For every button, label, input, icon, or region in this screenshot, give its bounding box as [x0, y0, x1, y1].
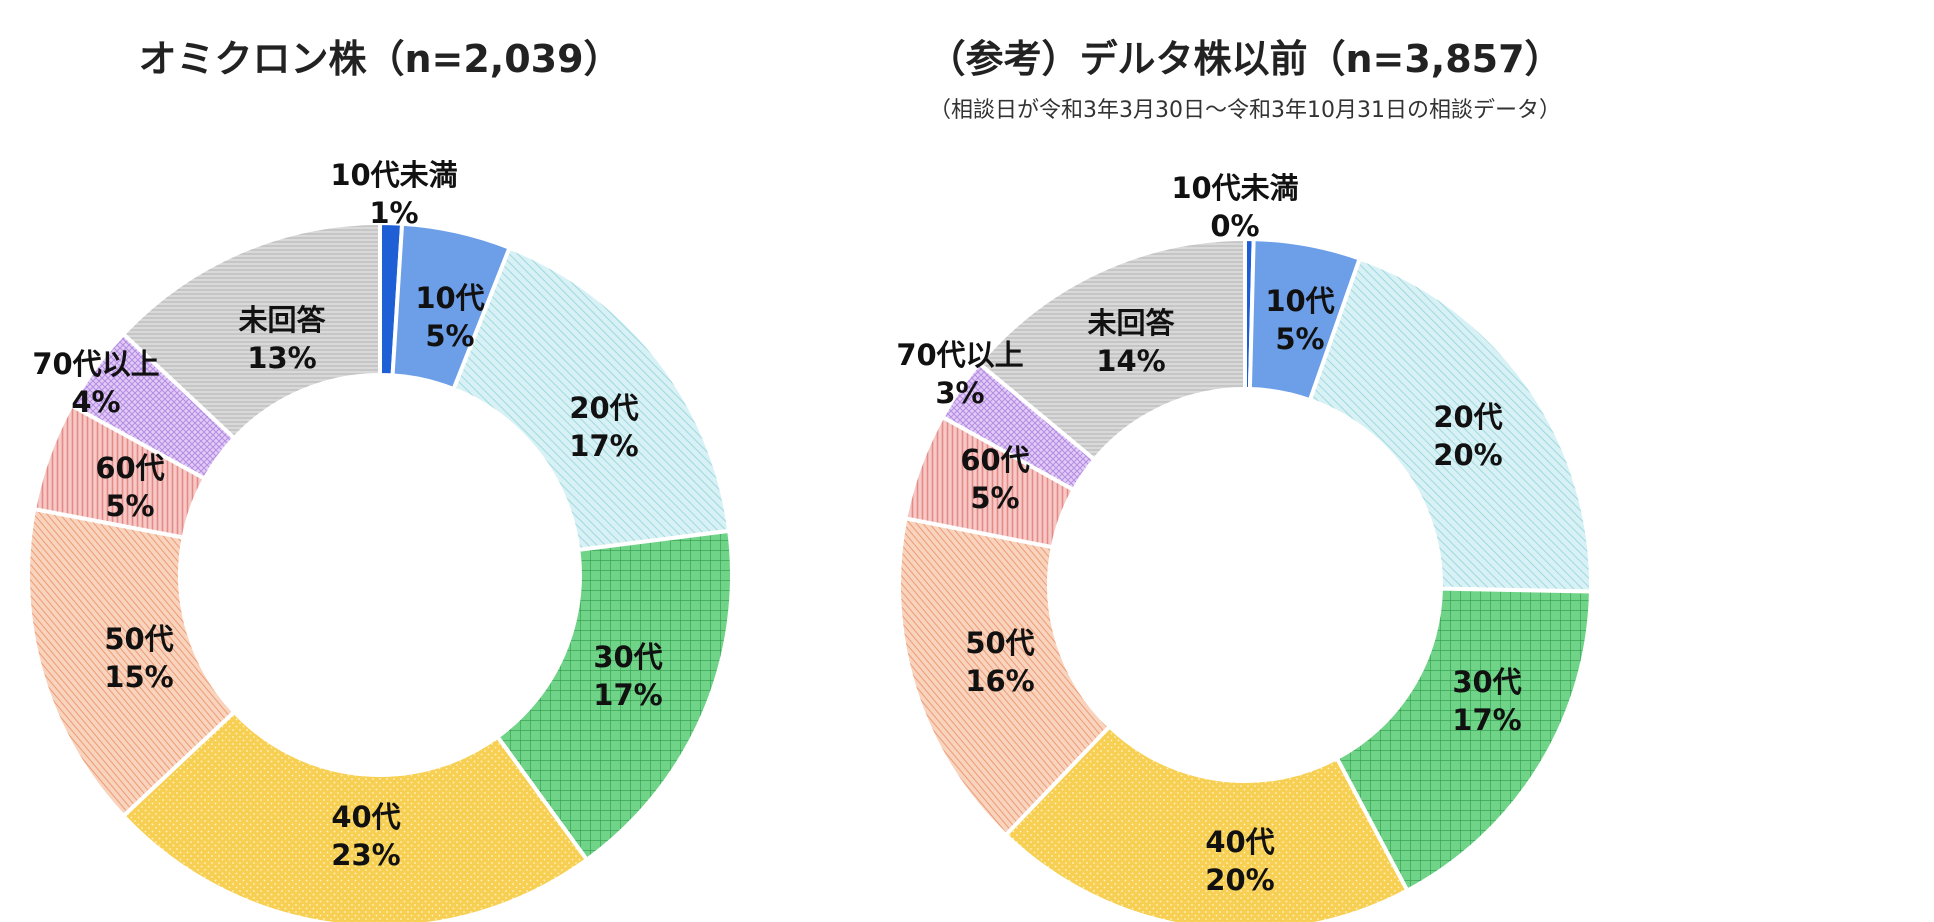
- percent-label: 20%: [1205, 863, 1274, 897]
- percent-label: 13%: [247, 341, 316, 375]
- category-label: 30代: [593, 640, 662, 674]
- label-30s: 30代 17%: [1452, 665, 1521, 737]
- percent-label: 23%: [331, 838, 400, 872]
- label-no-answer: 未回答 13%: [238, 303, 326, 375]
- percent-label: 1%: [369, 196, 418, 230]
- label-70-plus: 70代以上 3%: [896, 338, 1023, 410]
- category-label: 10代未満: [1171, 171, 1298, 205]
- percent-label: 5%: [425, 319, 474, 353]
- label-20s: 20代 17%: [569, 391, 638, 463]
- label-under-10: 10代未満 1%: [330, 158, 457, 230]
- label-10s: 10代 5%: [1265, 284, 1334, 356]
- label-30s: 30代 17%: [593, 640, 662, 712]
- category-label: 60代: [95, 451, 164, 485]
- category-label: 10代未満: [330, 158, 457, 192]
- category-label: 20代: [1433, 400, 1502, 434]
- slice-50s: [26, 506, 238, 819]
- percent-label: 4%: [71, 385, 120, 419]
- percent-label: 15%: [104, 660, 173, 694]
- slice-40s: [120, 709, 590, 922]
- slice-20s: [451, 245, 732, 553]
- label-under-10: 10代未満 0%: [1171, 171, 1298, 243]
- slice-no-answer: [976, 236, 1247, 463]
- slice-40s: [1002, 723, 1410, 922]
- percent-label: 0%: [1210, 209, 1259, 243]
- percent-label: 14%: [1096, 344, 1165, 378]
- category-label: 40代: [331, 800, 400, 834]
- chart-subtitle: （相談日が令和3年3月30日～令和3年10月31日の相談データ）: [929, 98, 1561, 123]
- slice-no-answer: [120, 220, 382, 441]
- category-label: 10代: [415, 281, 484, 315]
- percent-label: 3%: [935, 376, 984, 410]
- percent-label: 5%: [105, 489, 154, 523]
- label-70-plus: 70代以上 4%: [32, 347, 159, 419]
- chart-title: （参考）デルタ株以前（n=3,857）: [927, 37, 1562, 81]
- chart-title: オミクロン株（n=2,039）: [138, 37, 621, 81]
- category-label: 未回答: [1087, 306, 1175, 340]
- percent-label: 5%: [1275, 322, 1324, 356]
- percent-label: 16%: [965, 664, 1034, 698]
- label-60s: 60代 5%: [960, 443, 1029, 515]
- label-20s: 20代 20%: [1433, 400, 1502, 472]
- category-label: 70代以上: [32, 347, 159, 381]
- category-label: 30代: [1452, 665, 1521, 699]
- slice-20s: [1307, 256, 1593, 594]
- percent-label: 17%: [1452, 703, 1521, 737]
- slice-30s: [494, 528, 734, 863]
- label-10s: 10代 5%: [415, 281, 484, 353]
- label-50s: 50代 16%: [965, 626, 1034, 698]
- slice-30s: [1334, 586, 1593, 894]
- label-40s: 40代 23%: [331, 800, 400, 872]
- category-label: 60代: [960, 443, 1029, 477]
- label-50s: 50代 15%: [104, 622, 173, 694]
- category-label: 70代以上: [896, 338, 1023, 372]
- label-no-answer: 未回答 14%: [1087, 306, 1175, 378]
- category-label: 未回答: [238, 303, 326, 337]
- percent-label: 17%: [593, 678, 662, 712]
- percent-label: 17%: [569, 429, 638, 463]
- label-60s: 60代 5%: [95, 451, 164, 523]
- label-40s: 40代 20%: [1205, 825, 1274, 897]
- category-label: 20代: [569, 391, 638, 425]
- category-label: 50代: [104, 622, 173, 656]
- category-label: 10代: [1265, 284, 1334, 318]
- slice-50s: [897, 515, 1113, 838]
- percent-label: 5%: [970, 481, 1019, 515]
- percent-label: 20%: [1433, 438, 1502, 472]
- category-label: 50代: [965, 626, 1034, 660]
- category-label: 40代: [1205, 825, 1274, 859]
